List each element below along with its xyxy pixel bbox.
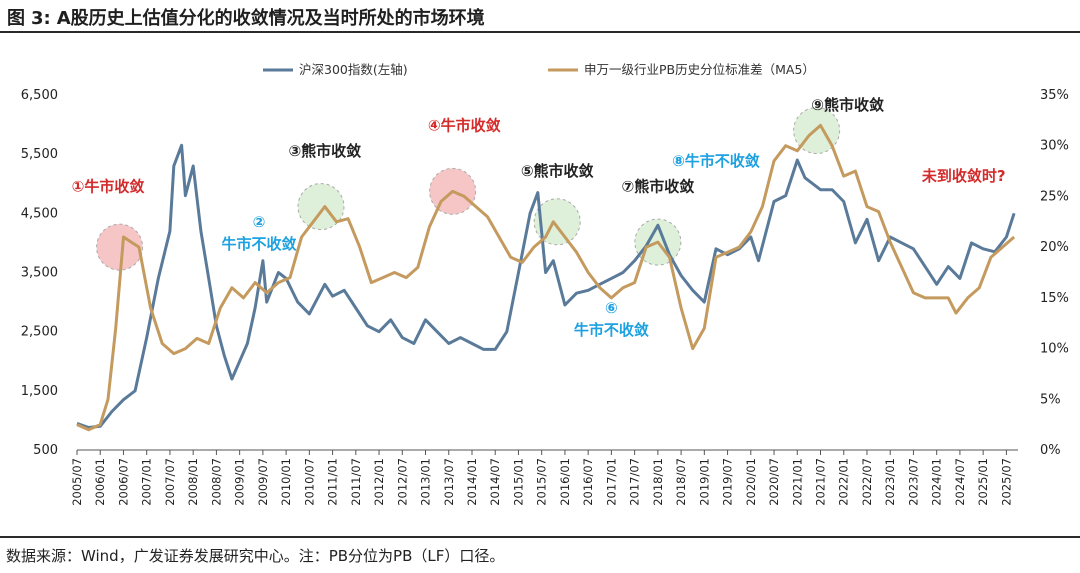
- x-tick-label: 2009/07: [256, 458, 270, 506]
- x-tick-label: 2021/07: [814, 458, 828, 506]
- x-tick-label: 2005/07: [70, 458, 84, 506]
- x-tick-label: 2010/01: [279, 458, 293, 506]
- annotation-label: ⑧牛市不收敛: [672, 152, 760, 170]
- x-tick-label: 2017/01: [604, 458, 618, 506]
- x-tick-label: 2021/01: [790, 458, 804, 506]
- x-tick-label: 2014/07: [488, 458, 502, 506]
- title-divider: [0, 31, 1080, 33]
- y-left-tick-label: 1,500: [21, 384, 58, 399]
- annotation-label: ①牛市收敛: [72, 177, 145, 195]
- pb-std-line: [76, 123, 1016, 432]
- x-tick-label: 2013/07: [442, 458, 456, 506]
- y-right-tick-label: 20%: [1040, 240, 1069, 255]
- annotation-label: ⑦熊市收敛: [622, 177, 695, 195]
- x-tick-label: 2013/01: [419, 458, 433, 506]
- annotation-label: 未到收敛时?: [921, 167, 1006, 185]
- x-tick-label: 2023/01: [883, 458, 897, 506]
- x-tick-label: 2015/01: [511, 458, 525, 506]
- figure-number: 3:: [31, 8, 51, 29]
- x-tick-label: 2006/07: [116, 458, 130, 506]
- x-tick-label: 2012/01: [372, 458, 386, 506]
- x-tick-label: 2018/07: [674, 458, 688, 506]
- y-left-tick-label: 500: [33, 443, 58, 458]
- x-tick-label: 2020/01: [744, 458, 758, 506]
- y-left-tick-label: 2,500: [21, 325, 58, 340]
- y-left-tick-label: 5,500: [21, 147, 58, 162]
- x-tick-label: 2010/07: [302, 458, 316, 506]
- source-note: 数据来源：Wind，广发证券发展研究中心。注：PB分位为PB（LF）口径。: [6, 547, 505, 565]
- annotation-label-line2: 牛市不收敛: [221, 235, 296, 253]
- highlight-circle: [96, 223, 144, 271]
- highlight-circle: [533, 198, 581, 246]
- y-right-tick-label: 30%: [1040, 139, 1069, 154]
- annotation-label: ⑤熊市收敛: [521, 162, 594, 180]
- x-tick-label: 2022/07: [860, 458, 874, 506]
- y-left-tick-label: 3,500: [21, 266, 58, 281]
- x-tick-label: 2017/07: [628, 458, 642, 506]
- footer-divider: [0, 536, 1080, 538]
- x-tick-label: 2007/01: [140, 458, 154, 506]
- y-left-tick-label: 4,500: [21, 206, 58, 221]
- x-tick-label: 2007/07: [163, 458, 177, 506]
- x-tick-label: 2020/07: [767, 458, 781, 506]
- x-tick-label: 2025/07: [999, 458, 1013, 506]
- figure-title: 图 3: A股历史上估值分化的收敛情况及当时所处的市场环境: [7, 4, 485, 30]
- annotation-label: ②: [253, 213, 266, 231]
- x-tick-label: 2011/01: [326, 458, 340, 506]
- y-right-tick-label: 25%: [1040, 189, 1069, 204]
- x-tick-label: 2022/01: [837, 458, 851, 506]
- annotation-label: ④牛市收敛: [428, 117, 501, 135]
- x-tick-label: 2016/07: [581, 458, 595, 506]
- x-tick-label: 2008/07: [209, 458, 223, 506]
- x-tick-label: 2012/07: [395, 458, 409, 506]
- x-tick-label: 2019/01: [697, 458, 711, 506]
- x-tick-label: 2024/01: [930, 458, 944, 506]
- legend-label: 沪深300指数(左轴): [299, 62, 408, 77]
- legend-label: 申万一级行业PB历史分位标准差（MA5）: [584, 62, 815, 77]
- x-tick-label: 2014/01: [465, 458, 479, 506]
- figure-label: 图: [7, 8, 25, 29]
- x-tick-label: 2006/01: [93, 458, 107, 506]
- annotation-label: ③熊市收敛: [288, 142, 361, 160]
- x-tick-label: 2009/01: [233, 458, 247, 506]
- chart-svg: 500 1,500 2,500 3,500 4,500 5,500 6,500 0% 5% 10%…: [21, 62, 1069, 506]
- x-tick-label: 2015/07: [535, 458, 549, 506]
- annotation-label-line2: 牛市不收敛: [574, 321, 649, 339]
- y-right-tick-label: 15%: [1040, 291, 1069, 306]
- y-left-tick-label: 6,500: [21, 88, 58, 103]
- x-tick-label: 2025/01: [976, 458, 990, 506]
- x-tick-label: 2011/07: [349, 458, 363, 506]
- x-tick-label: 2018/01: [651, 458, 665, 506]
- csi300-line: [76, 143, 1016, 429]
- y-right-tick-label: 35%: [1040, 88, 1069, 103]
- annotation-label: ⑨熊市收敛: [811, 96, 884, 114]
- annotation-label: ⑥: [605, 299, 618, 317]
- x-tick-label: 2023/07: [906, 458, 920, 506]
- x-tick-label: 2024/07: [953, 458, 967, 506]
- y-right-tick-label: 10%: [1040, 342, 1069, 357]
- figure-title-text: A股历史上估值分化的收敛情况及当时所处的市场环境: [56, 8, 485, 29]
- x-tick-label: 2019/07: [721, 458, 735, 506]
- y-right-tick-label: 5%: [1040, 392, 1061, 407]
- x-tick-label: 2008/01: [186, 458, 200, 506]
- x-tick-label: 2016/01: [558, 458, 572, 506]
- y-right-tick-label: 0%: [1040, 443, 1061, 458]
